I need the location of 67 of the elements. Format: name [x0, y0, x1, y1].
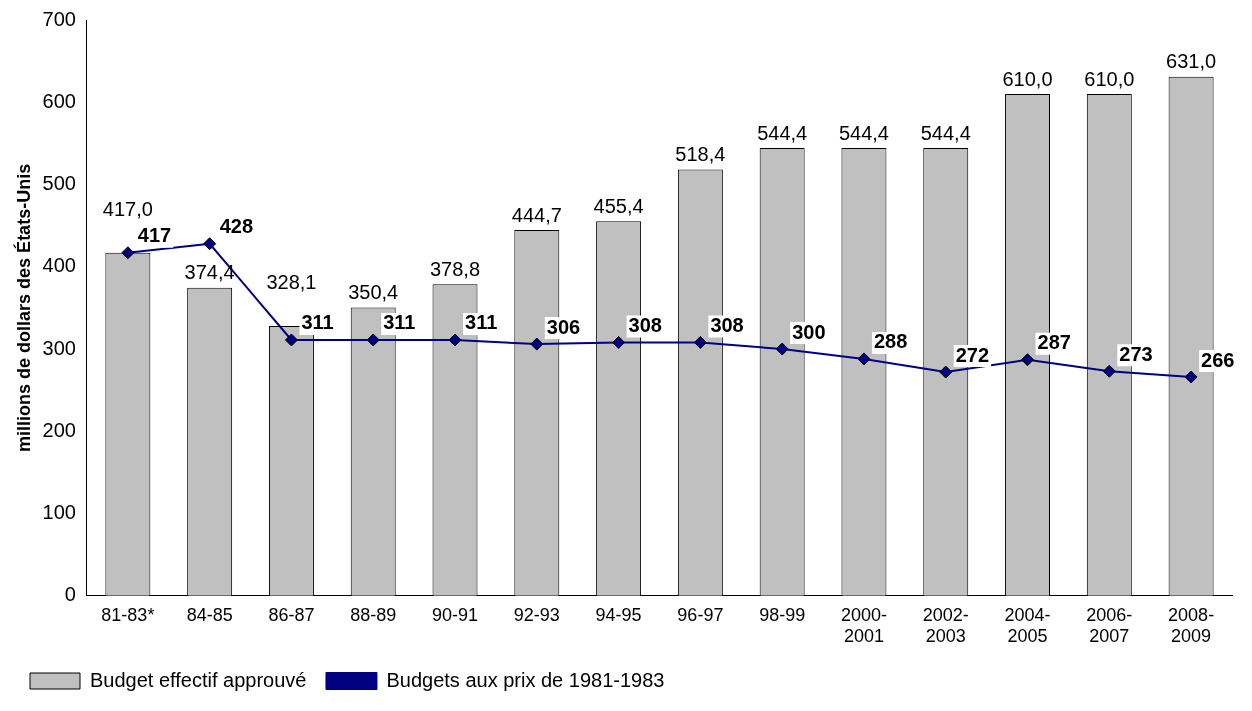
- point: [284, 333, 298, 347]
- x-tick-label: 84-85: [186, 604, 233, 625]
- y-tick-label: 100: [42, 501, 76, 524]
- data-label: 455,4: [593, 194, 644, 217]
- point: [775, 342, 789, 356]
- data-label: 311: [301, 311, 334, 334]
- data-label: 374,4: [184, 261, 235, 284]
- y-axis-title: millions de dollars des États-Unis: [12, 163, 34, 452]
- data-label: 350,4: [348, 281, 399, 304]
- point: [203, 237, 217, 251]
- data-label: 544,4: [920, 121, 971, 144]
- y-tick-label: 500: [42, 172, 76, 195]
- y-tick-label: 600: [42, 89, 76, 112]
- data-label: 272: [955, 343, 990, 366]
- point: [121, 246, 135, 260]
- data-label: 417: [137, 224, 172, 247]
- y-tick-label: 400: [42, 254, 76, 277]
- data-label: 266: [1201, 348, 1235, 371]
- point: [693, 335, 707, 349]
- data-label: 544,4: [838, 121, 889, 144]
- data-label: 311: [465, 311, 498, 334]
- x-tick-label: 94-95: [595, 604, 642, 625]
- data-label: 544,4: [757, 121, 808, 144]
- data-label: 444,7: [511, 203, 562, 226]
- data-label: 288: [873, 330, 908, 353]
- point: [857, 352, 871, 366]
- x-tick-label: 2006-2007: [1086, 604, 1133, 647]
- legend-label: Budget effectif approuvé: [90, 668, 307, 691]
- legend-label: Budgets aux prix de 1981-1983: [386, 668, 665, 691]
- data-label: 308: [710, 313, 744, 336]
- data-label: 518,4: [675, 142, 726, 165]
- x-tick-label: 98-99: [759, 604, 806, 625]
- point: [366, 333, 380, 347]
- point: [1102, 364, 1116, 378]
- data-label: 308: [628, 313, 662, 336]
- x-tick-label: 92-93: [513, 604, 560, 625]
- data-label: 306: [546, 315, 581, 338]
- point: [612, 335, 626, 349]
- x-tick-label: 2004-2005: [1004, 604, 1051, 647]
- x-tick-label: 90-91: [431, 604, 479, 625]
- point: [939, 365, 953, 379]
- y-tick-label: 300: [42, 336, 76, 359]
- data-label: 273: [1119, 342, 1153, 365]
- data-label: 417,0: [102, 198, 153, 221]
- data-label: 328,1: [266, 271, 317, 294]
- data-label: 631,0: [1166, 50, 1217, 73]
- point: [1184, 370, 1198, 384]
- x-tick-label: 96-97: [677, 604, 724, 625]
- x-tick-label: 81-83*: [101, 604, 155, 625]
- data-label: 311: [383, 311, 416, 334]
- x-tick-label: 2002-2003: [922, 604, 969, 647]
- point: [1021, 353, 1035, 367]
- x-tick-label: 88-89: [350, 604, 397, 625]
- y-tick-label: 700: [42, 7, 76, 30]
- point: [448, 333, 462, 347]
- data-label: 610,0: [1002, 67, 1053, 90]
- data-label: 428: [219, 215, 254, 238]
- point: [530, 337, 544, 351]
- x-tick-label: 86-87: [268, 604, 315, 625]
- x-tick-label: 2008-2009: [1168, 604, 1215, 647]
- x-tick-label: 2000-2001: [840, 604, 887, 647]
- y-tick-label: 200: [42, 418, 76, 441]
- data-label: 300: [792, 320, 826, 343]
- y-tick-label: 0: [64, 583, 76, 606]
- data-label: 610,0: [1084, 67, 1135, 90]
- data-label: 378,8: [429, 257, 481, 280]
- data-label: 287: [1037, 331, 1071, 354]
